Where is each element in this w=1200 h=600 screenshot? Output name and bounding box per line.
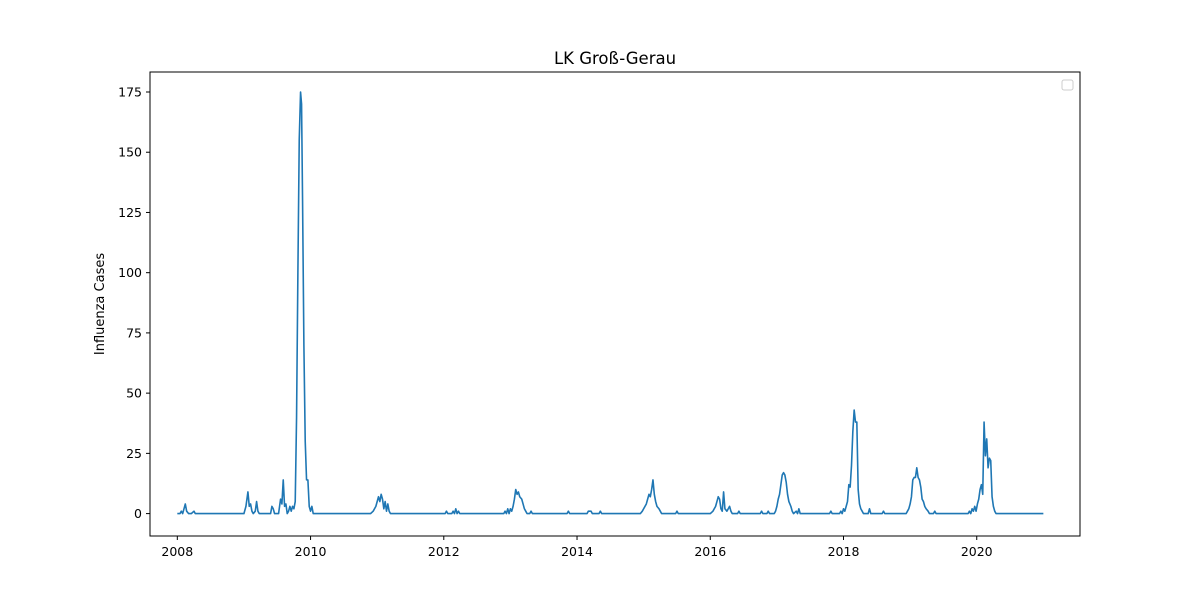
chart-title: LK Groß-Gerau: [554, 49, 676, 68]
y-tick-label: 100: [118, 265, 142, 280]
y-tick-label: 125: [118, 205, 142, 220]
x-tick-label: 2010: [295, 544, 327, 559]
y-tick-label: 25: [126, 446, 142, 461]
legend-box: [1061, 79, 1074, 91]
y-tick-label: 50: [126, 386, 142, 401]
y-tick-label: 150: [118, 145, 142, 160]
x-tick-label: 2018: [828, 544, 860, 559]
x-tick-label: 2014: [561, 544, 593, 559]
y-tick-label: 175: [118, 84, 142, 99]
x-tick-label: 2020: [961, 544, 993, 559]
y-tick-label: 0: [134, 506, 142, 521]
series-line-0: [177, 91, 1044, 515]
y-axis-label: Influenza Cases: [93, 253, 108, 355]
x-tick-label: 2008: [161, 544, 193, 559]
axes-frame: [149, 71, 1081, 537]
y-tick-label: 75: [126, 325, 142, 340]
x-tick-label: 2012: [428, 544, 460, 559]
x-tick-label: 2016: [694, 544, 726, 559]
plot-area: 2008 2010 2012 2014 2016 2018 2020 0 25 50 75 100 12…: [118, 71, 1081, 559]
